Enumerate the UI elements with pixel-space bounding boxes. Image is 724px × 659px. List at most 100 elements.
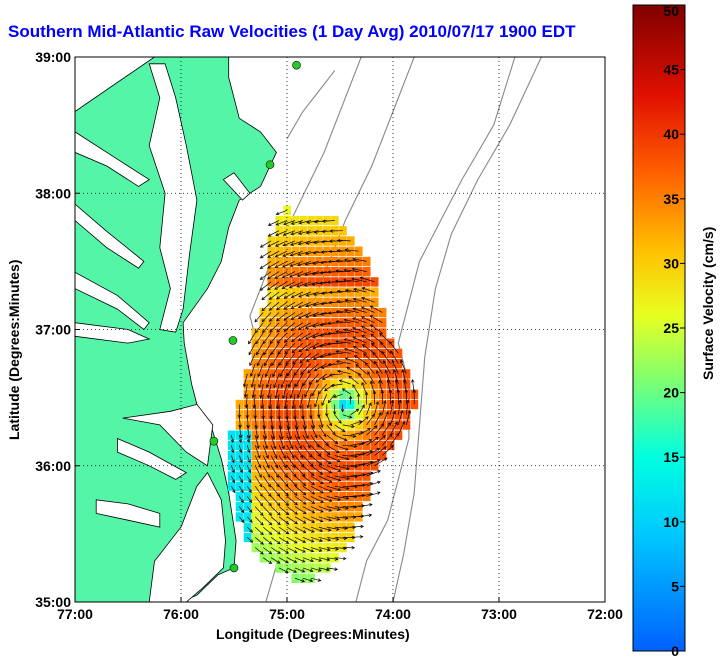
- velocity-arrow: [336, 260, 351, 262]
- velocity-arrowhead: [328, 518, 333, 522]
- velocity-arrow: [298, 322, 312, 330]
- velocity-arrow: [328, 393, 335, 403]
- velocity-cell: [291, 236, 299, 246]
- velocity-arrowhead: [282, 455, 286, 459]
- velocity-arrow: [353, 298, 367, 303]
- velocity-arrowhead: [282, 243, 287, 247]
- velocity-arrowhead: [269, 416, 273, 420]
- velocity-arrow: [318, 383, 328, 395]
- velocity-arrowhead: [267, 474, 271, 478]
- velocity-arrow: [334, 496, 349, 499]
- velocity-cell: [275, 287, 284, 297]
- velocity-arrowhead: [388, 389, 393, 393]
- velocity-cell: [275, 236, 284, 246]
- velocity-arrowhead: [273, 384, 277, 389]
- velocity-arrow: [302, 434, 311, 449]
- velocity-arrow: [284, 394, 288, 409]
- velocity-arrow: [374, 401, 379, 415]
- velocity-arrow: [390, 421, 398, 436]
- velocity-arrow: [374, 457, 388, 466]
- velocity-cell: [347, 369, 355, 379]
- velocity-arrow: [395, 379, 399, 395]
- velocity-arrowhead: [240, 489, 244, 494]
- velocity-cell: [275, 328, 284, 338]
- velocity-arrow: [335, 341, 351, 344]
- velocity-cell: [259, 307, 268, 318]
- velocity-arrow: [282, 383, 288, 399]
- velocity-arrow: [297, 383, 304, 398]
- velocity-arrowhead: [285, 416, 289, 420]
- velocity-arrow: [344, 309, 359, 313]
- velocity-cell: [339, 236, 347, 246]
- velocity-arrowhead: [274, 275, 278, 279]
- velocity-arrowhead: [361, 381, 365, 386]
- velocity-arrowhead: [268, 405, 272, 410]
- colorbar-tick-label: 5: [671, 578, 679, 594]
- velocity-arrowhead: [394, 421, 398, 426]
- velocity-arrowhead: [304, 325, 309, 329]
- velocity-arrow: [310, 475, 324, 484]
- velocity-cell: [291, 359, 299, 369]
- velocity-arrow: [310, 516, 323, 522]
- velocity-arrowhead: [343, 278, 347, 282]
- velocity-arrow: [326, 496, 341, 501]
- velocity-arrow: [310, 547, 322, 552]
- velocity-arrow: [294, 506, 307, 514]
- velocity-arrow: [270, 455, 279, 468]
- velocity-arrowhead: [327, 270, 332, 274]
- velocity-cell: [315, 226, 323, 236]
- velocity-arrow: [302, 445, 312, 458]
- velocity-arrow: [278, 445, 286, 459]
- y-tick-label: 37:00: [35, 322, 71, 338]
- velocity-arrowhead: [321, 219, 326, 223]
- velocity-arrowhead: [289, 274, 293, 278]
- velocity-arrowhead: [367, 371, 371, 375]
- velocity-arrow: [299, 394, 304, 409]
- velocity-arrowhead: [336, 238, 341, 243]
- velocity-arrow: [246, 455, 251, 463]
- velocity-cell: [339, 307, 347, 318]
- velocity-cell: [315, 348, 323, 359]
- velocity-cell: [323, 338, 331, 348]
- velocity-cell: [386, 369, 395, 379]
- velocity-cell: [347, 287, 355, 297]
- velocity-arrow: [318, 485, 333, 493]
- velocity-arrowhead: [285, 492, 289, 497]
- velocity-cell: [331, 389, 339, 399]
- velocity-arrow: [302, 536, 314, 543]
- velocity-arrowhead: [327, 362, 332, 367]
- velocity-arrowhead: [319, 354, 324, 359]
- colorbar-tick-label: 0: [671, 643, 679, 659]
- velocity-cell: [283, 215, 291, 226]
- velocity-arrow: [342, 485, 358, 488]
- velocity-arrow: [318, 465, 332, 474]
- velocity-arrowhead: [276, 296, 280, 300]
- velocity-arrowhead: [325, 442, 329, 447]
- velocity-cell: [339, 348, 347, 359]
- velocity-cell: [275, 307, 284, 318]
- velocity-arrowhead: [266, 276, 271, 280]
- velocity-arrowhead: [378, 412, 382, 416]
- velocity-arrow: [346, 366, 359, 375]
- velocity-arrow: [326, 516, 340, 520]
- velocity-arrow: [262, 506, 272, 516]
- velocity-arrow: [254, 435, 260, 449]
- velocity-arrowhead: [323, 433, 327, 438]
- velocity-arrow: [255, 322, 264, 334]
- colorbar-tick-label: 10: [663, 514, 679, 530]
- velocity-arrow: [231, 465, 235, 473]
- velocity-cell: [347, 236, 355, 246]
- velocity-arrowhead: [249, 519, 253, 523]
- velocity-arrow: [260, 240, 272, 248]
- velocity-cell: [291, 297, 299, 307]
- velocity-arrowhead: [283, 221, 287, 226]
- velocity-arrow: [282, 250, 296, 257]
- velocity-arrowhead: [360, 316, 365, 320]
- velocity-arrowhead: [231, 459, 235, 464]
- velocity-arrowhead: [298, 348, 302, 353]
- velocity-arrowhead: [292, 464, 296, 469]
- velocity-arrowhead: [271, 362, 275, 367]
- velocity-cell: [267, 246, 276, 256]
- velocity-arrowhead: [259, 493, 263, 498]
